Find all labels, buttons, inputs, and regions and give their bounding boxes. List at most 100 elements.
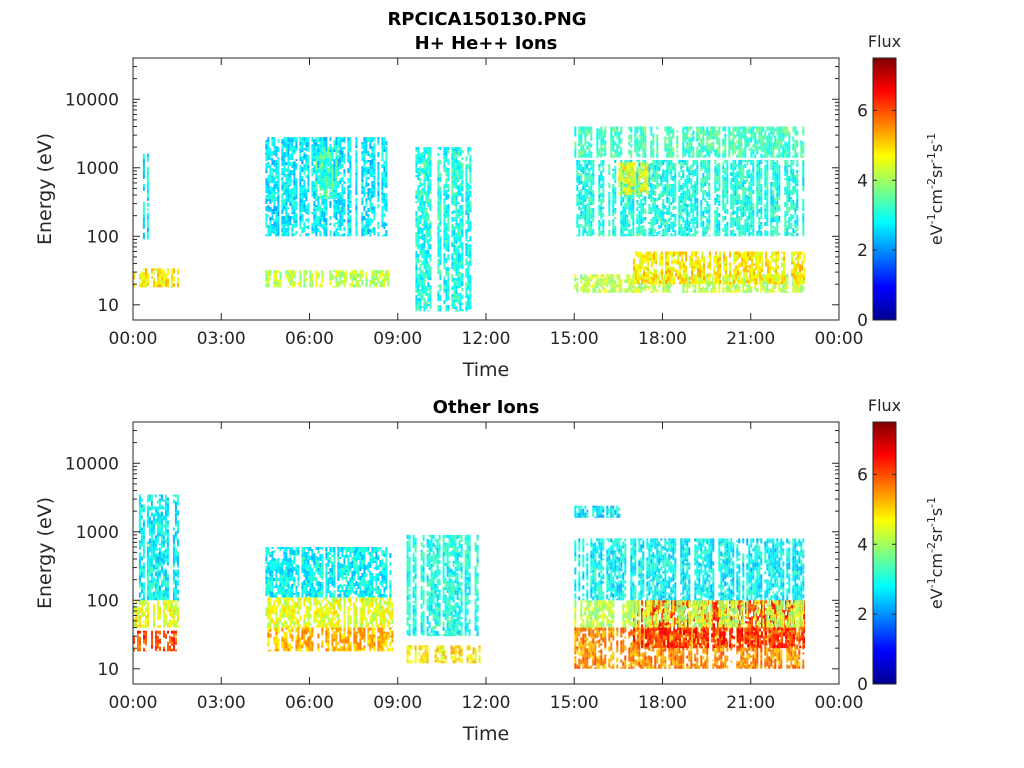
flux-bin: [439, 195, 442, 200]
flux-bin: [165, 277, 167, 280]
flux-bin: [598, 235, 601, 237]
flux-bin: [636, 167, 639, 172]
flux-bin: [437, 153, 440, 157]
flux-bin: [469, 304, 472, 307]
flux-bin: [453, 262, 456, 267]
flux-bin: [177, 270, 179, 273]
flux-bin: [451, 219, 454, 223]
flux-bin: [385, 153, 388, 158]
flux-bin: [691, 258, 694, 262]
flux-bin: [439, 245, 442, 250]
flux-bin: [584, 165, 587, 169]
flux-bin: [457, 284, 460, 289]
flux-bin: [453, 185, 456, 189]
flux-bin: [752, 210, 755, 213]
flux-bin: [788, 176, 791, 181]
flux-bin: [749, 256, 752, 261]
flux-bin: [285, 188, 288, 194]
flux-bin: [734, 191, 737, 196]
flux-bin: [293, 181, 296, 186]
flux-bin: [429, 179, 432, 184]
flux-bin: [331, 274, 334, 277]
flux-bin: [377, 196, 380, 200]
flux-bin: [598, 230, 601, 233]
flux-bin: [686, 291, 689, 293]
flux-bin: [337, 219, 340, 224]
flux-bin: [714, 185, 717, 190]
flux-bin: [668, 208, 671, 212]
flux-bin: [784, 178, 787, 180]
flux-bin: [620, 196, 623, 201]
flux-bin: [451, 235, 454, 238]
flux-bin: [655, 278, 658, 284]
flux-bin: [457, 310, 460, 312]
flux-bin: [718, 197, 721, 201]
flux-bin: [758, 201, 761, 205]
flux-bin: [748, 285, 751, 289]
flux-bin: [742, 285, 745, 290]
flux-bin: [678, 196, 681, 198]
flux-bin: [797, 258, 800, 263]
flux-bin: [421, 228, 424, 233]
flux-bin: [443, 213, 446, 218]
flux-bin: [421, 296, 424, 299]
flux-bin: [584, 199, 587, 202]
flux-bin: [796, 164, 799, 167]
flux-bin: [771, 251, 774, 256]
flux-bin: [439, 160, 442, 163]
flux-bin: [451, 156, 454, 161]
flux-bin: [455, 271, 458, 277]
flux-bin: [764, 160, 767, 162]
flux-bin: [696, 169, 699, 173]
flux-bin: [455, 240, 458, 245]
flux-bin: [457, 147, 460, 152]
flux-bin: [457, 245, 460, 250]
flux-bin: [654, 177, 657, 182]
flux-bin: [707, 273, 710, 277]
flux-bin: [427, 186, 430, 189]
flux-bin: [265, 149, 268, 152]
flux-bin: [670, 178, 673, 180]
flux-bin: [447, 147, 450, 151]
flux-bin: [588, 197, 591, 201]
flux-bin: [283, 182, 286, 187]
flux-bin: [758, 169, 761, 174]
flux-bin: [345, 278, 348, 283]
flux-bin: [740, 233, 743, 237]
flux-bin: [419, 293, 422, 299]
flux-bin: [600, 224, 603, 226]
flux-bin: [421, 250, 424, 253]
flux-bin: [429, 189, 432, 192]
flux-bin: [719, 260, 722, 263]
flux-bin: [421, 298, 424, 301]
flux-bin: [718, 173, 721, 177]
flux-bin: [146, 227, 149, 232]
flux-bin: [429, 289, 432, 295]
flux-bin: [333, 233, 336, 237]
flux-bin: [699, 280, 702, 283]
flux-bin: [654, 191, 657, 196]
flux-bin: [636, 288, 639, 293]
flux-bin: [415, 195, 418, 200]
flux-bin: [664, 231, 667, 236]
flux-bin: [303, 270, 306, 274]
flux-bin: [708, 215, 711, 220]
flux-bin: [697, 268, 700, 273]
flux-bin: [173, 283, 175, 287]
flux-bin: [301, 142, 304, 147]
flux-bin: [455, 253, 458, 258]
flux-bin: [660, 193, 663, 195]
flux-bin: [467, 213, 470, 219]
flux-bin: [325, 210, 328, 213]
flux-bin: [672, 226, 675, 230]
flux-bin: [461, 288, 464, 292]
flux-bin: [767, 269, 770, 274]
flux-bin: [281, 168, 284, 174]
flux-bin: [753, 254, 756, 259]
flux-bin: [778, 165, 781, 168]
flux-bin: [457, 270, 460, 275]
flux-bin: [443, 235, 446, 241]
flux-bin: [786, 181, 789, 185]
flux-bin: [287, 165, 290, 168]
flux-bin: [644, 209, 647, 214]
